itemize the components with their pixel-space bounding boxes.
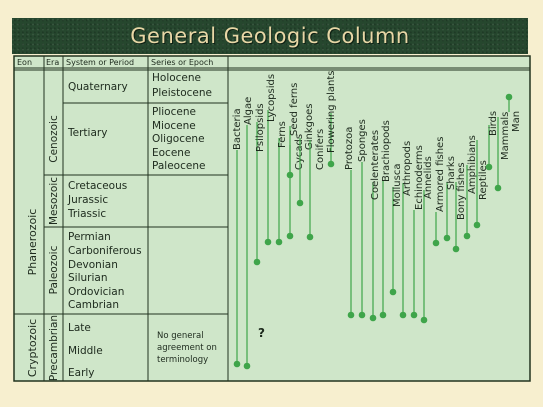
epoch-miocene: Miocene	[152, 120, 196, 132]
range-origin-dot	[358, 311, 366, 319]
period-late: Late	[68, 322, 91, 334]
range-origin-dot	[369, 314, 377, 322]
period-silurian: Silurian	[68, 272, 107, 284]
period-jurassic: Jurassic	[67, 194, 108, 206]
title-banner: General Geologic Column	[12, 18, 528, 54]
era-cenozoic: Cenozoic	[48, 115, 60, 163]
period-cambrian: Cambrian	[68, 299, 119, 311]
organism-label: Ginkgoes	[304, 104, 315, 150]
organism-label: Flowering plants	[326, 71, 337, 153]
period-early: Early	[68, 367, 95, 379]
range-origin-dot	[264, 238, 272, 246]
range-origin-dot	[389, 288, 397, 296]
organism-label: Sharks	[446, 156, 457, 190]
era-mesozoic: Mesozoic	[48, 177, 60, 225]
precambrian-note-line-1: No general	[157, 331, 204, 341]
organism-label: Bacteria	[232, 108, 243, 150]
precambrian-note-line-3: terminology	[157, 355, 208, 365]
range-origin-dot	[420, 316, 428, 324]
period-permian: Permian	[68, 231, 111, 243]
range-origin-dot	[243, 362, 251, 370]
range-origin-dot	[306, 233, 314, 241]
organism-label: Brachiopods	[381, 120, 392, 182]
range-origin-dot	[253, 258, 261, 266]
era-paleozoic: Paleozoic	[48, 245, 60, 294]
organism-label: Psilopsids	[255, 103, 266, 152]
epoch-paleocene: Paleocene	[152, 160, 205, 172]
range-origin-dot	[443, 234, 451, 242]
organism-label: Seed ferns	[289, 83, 300, 136]
organism-label: Ferns	[277, 121, 288, 148]
epoch-pleistocene: Pleistocene	[152, 87, 212, 99]
organism-label: Birds	[488, 111, 499, 136]
organism-label: Lycopsids	[266, 74, 277, 122]
organism-label: Protozoa	[344, 127, 355, 170]
range-origin-dot	[286, 232, 294, 240]
organism-label: Man	[511, 111, 522, 132]
eon-phanerozoic: Phanerozoic	[26, 209, 39, 276]
page-title: General Geologic Column	[130, 24, 410, 48]
organism-label: Amphibians	[467, 135, 478, 194]
range-origin-dot	[233, 360, 241, 368]
range-origin-dot	[505, 93, 513, 101]
period-triassic: Triassic	[67, 208, 106, 220]
period-tertiary: Tertiary	[67, 127, 107, 139]
range-origin-dot	[485, 163, 493, 171]
period-ordovician: Ordovician	[68, 286, 124, 298]
period-cretaceous: Cretaceous	[68, 180, 127, 192]
period-devonian: Devonian	[68, 259, 118, 271]
organism-label: Arthropods	[402, 141, 413, 196]
table-panel	[13, 55, 531, 382]
period-carboniferous: Carboniferous	[68, 245, 142, 257]
organism-label: Algae	[243, 97, 254, 125]
range-origin-dot	[410, 311, 418, 319]
range-origin-dot	[286, 171, 294, 179]
period-quaternary: Quaternary	[68, 81, 128, 93]
range-origin-dot	[327, 160, 335, 168]
organism-label: Coelenterates	[370, 130, 381, 200]
range-origin-dot	[347, 311, 355, 319]
epoch-eocene: Eocene	[152, 147, 190, 159]
header-eon: Eon	[17, 58, 32, 67]
organism-label: Reptiles	[478, 160, 489, 200]
header-era: Era	[46, 58, 59, 67]
range-origin-dot	[473, 221, 481, 229]
range-origin-dot	[463, 232, 471, 240]
epoch-pliocene: Pliocene	[152, 106, 196, 118]
organism-label: Mammals	[500, 112, 511, 160]
range-origin-dot	[494, 184, 502, 192]
precambrian-note-line-2: agreement on	[157, 343, 217, 353]
range-origin-dot	[452, 245, 460, 253]
organism-label: Armored fishes	[435, 137, 446, 212]
organism-label: Mollusca	[392, 164, 403, 207]
period-middle: Middle	[68, 345, 103, 357]
range-origin-dot	[275, 238, 283, 246]
question-mark: ?	[258, 326, 265, 340]
organism-label: Echinoderms	[414, 145, 425, 210]
organism-label: Bony fishes	[456, 162, 467, 220]
epoch-oligocene: Oligocene	[152, 133, 205, 145]
organism-label: Annelids	[423, 156, 434, 199]
era-precambrian: Precambrian	[48, 315, 60, 381]
range-origin-dot	[379, 311, 387, 319]
range-origin-dot	[399, 311, 407, 319]
eon-cryptozoic: Cryptozoic	[26, 319, 39, 377]
range-origin-dot	[296, 199, 304, 207]
range-origin-dot	[432, 239, 440, 247]
epoch-holocene: Holocene	[152, 72, 201, 84]
organism-label: Conifers	[315, 129, 326, 170]
header-period: System or Period	[66, 58, 134, 67]
header-epoch: Series or Epoch	[151, 58, 213, 67]
organism-label: Sponges	[357, 119, 368, 162]
